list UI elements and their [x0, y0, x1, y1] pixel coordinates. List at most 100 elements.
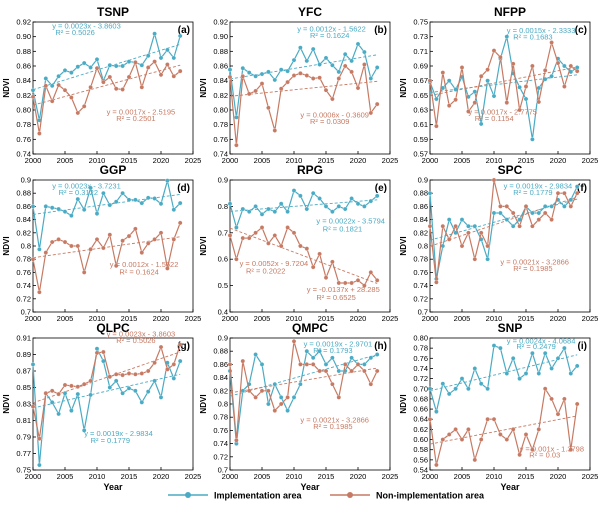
- panel-tsnp-point-implementation: [56, 74, 61, 79]
- panel-tsnp-point-implementation: [165, 47, 170, 53]
- panel-spc-point-non-implementation: [491, 177, 497, 183]
- panel-nfpp-point-non-implementation: [510, 61, 516, 67]
- panel-qlpc-annotation: R² = 0.5026: [116, 336, 155, 345]
- panel-qmpc-ytick-label: 0.82: [213, 386, 228, 395]
- panel-qmpc-point-non-implementation: [349, 368, 354, 374]
- panel-rpg-trendline-non-implementation: [229, 227, 378, 284]
- panel-qmpc-annotation: y = 0.0021x - 3.2866: [300, 415, 369, 424]
- panel-qmpc-point-non-implementation: [330, 381, 335, 387]
- panel-qmpc-annotation: R² = 0.1793: [313, 346, 352, 355]
- panel-yfc-point-non-implementation: [234, 142, 239, 148]
- panel-yfc-xtick-label: 2025: [382, 156, 399, 165]
- panel-yfc-point-non-implementation: [374, 101, 380, 107]
- panel-qmpc-series-line-implementation: [229, 349, 378, 444]
- panel-qlpc-ytick-label: 0.85: [16, 383, 31, 392]
- panel-spc-ytick-label: 0.84: [413, 215, 428, 224]
- panel-yfc-ytick-label: 0.76: [213, 135, 228, 144]
- panel-ggp-annotation: y = 0.0023x - 3.7231: [52, 182, 121, 191]
- panel-rpg-y-axis-title: NDVI: [199, 236, 208, 255]
- panel-rpg-ytick-label: 0.8: [218, 202, 228, 211]
- panel-ggp-title: GGP: [100, 163, 127, 177]
- panel-ggp-annotation: R² = 0.3122: [59, 188, 98, 197]
- panel-spc-point-non-implementation: [459, 243, 465, 249]
- panel-ggp-series-line-non-implementation: [32, 222, 181, 293]
- panel-qmpc-point-non-implementation: [317, 368, 322, 374]
- panel-snp-point-non-implementation: [434, 462, 439, 468]
- panel-nfpp-y-axis-title: NDVI: [399, 78, 408, 97]
- panel-yfc-point-non-implementation: [246, 91, 252, 97]
- panel-rpg-annotation: R² = 0.1821: [323, 224, 362, 233]
- panel-rpg-point-implementation: [362, 204, 367, 209]
- panel-rpg-ytick-label: 0.6: [218, 255, 228, 264]
- panel-rpg-point-non-implementation: [259, 225, 265, 230]
- panel-ggp-point-implementation: [49, 205, 55, 210]
- panel-qmpc-point-non-implementation: [374, 368, 380, 374]
- panel-nfpp-point-implementation: [478, 121, 484, 127]
- panel-qmpc-point-non-implementation: [278, 401, 284, 407]
- panel-qmpc-point-non-implementation: [272, 408, 278, 413]
- panel-ggp-point-non-implementation: [165, 266, 170, 271]
- panel-qlpc-point-implementation: [75, 391, 81, 397]
- panel-yfc-point-implementation: [291, 57, 297, 63]
- panel-snp-point-non-implementation: [510, 427, 516, 432]
- panel-nfpp-annotation: y = 0.0017x - 2.7775: [468, 107, 537, 116]
- panel-spc-point-non-implementation: [517, 223, 522, 229]
- panel-ggp-point-implementation: [88, 185, 93, 191]
- panel-qlpc-y-axis-title: NDVI: [2, 394, 11, 413]
- panel-qmpc-point-implementation: [323, 362, 329, 367]
- panel-ggp-ytick-label: 0.78: [16, 255, 31, 264]
- panel-spc-annotation: y = 0.0019x - 2.9834: [504, 182, 573, 191]
- panel-ggp-trendline-implementation: [32, 193, 181, 215]
- panel-rpg-point-implementation: [330, 209, 335, 214]
- panel-tsnp-point-non-implementation: [69, 95, 74, 100]
- panel-snp-point-implementation: [491, 343, 497, 348]
- panel-snp-point-implementation: [459, 376, 465, 381]
- panel-ggp-point-implementation: [177, 200, 183, 206]
- panel-tsnp-ytick-label: 0.86: [16, 62, 31, 71]
- panel-rpg-xtick-label: 2020: [350, 314, 367, 323]
- panel-rpg-point-implementation: [246, 209, 252, 214]
- panel-yfc-ytick-label: 0.80: [213, 106, 228, 115]
- panel-yfc-xtick-label: 2010: [286, 156, 303, 165]
- panel-spc-ytick-label: 0.82: [413, 228, 428, 237]
- panel-spc-point-implementation: [485, 256, 490, 262]
- panel-snp-point-implementation: [523, 371, 529, 376]
- panel-spc-point-non-implementation: [434, 280, 439, 285]
- panel-snp-point-non-implementation: [530, 447, 535, 452]
- panel-snp-point-implementation: [434, 409, 439, 414]
- panel-rpg-point-non-implementation: [362, 283, 367, 288]
- panel-yfc-trendline-implementation: [229, 54, 378, 80]
- panel-spc-ytick-label: 0.7: [418, 308, 428, 317]
- panel-snp-x-axis-title: Year: [500, 482, 520, 492]
- panel-spc-point-implementation: [510, 223, 516, 229]
- panel-ggp-ytick-label: 0.76: [16, 268, 31, 277]
- panel-snp-point-non-implementation: [574, 401, 580, 407]
- panel-tsnp-annotation: y = 0.0023x - 3.8603: [52, 22, 121, 31]
- panel-ggp-xtick-label: 2010: [89, 314, 106, 323]
- panel-qlpc-point-non-implementation: [81, 381, 87, 387]
- panel-tsnp-ytick-label: 0.88: [16, 47, 31, 56]
- panel-yfc-point-non-implementation: [342, 63, 348, 69]
- panel-qmpc-xtick-label: 2005: [254, 472, 271, 481]
- panel-ggp-point-non-implementation: [152, 237, 157, 242]
- panel-nfpp-xtick-label: 2020: [550, 156, 567, 165]
- panel-ggp-xtick-label: 2005: [57, 314, 74, 323]
- panel-qmpc-xtick-label: 2020: [350, 472, 367, 481]
- panel-qmpc-ytick-label: 0.72: [213, 452, 228, 461]
- panel-qlpc-point-implementation: [177, 358, 183, 364]
- panel-snp-ytick-label: 0.76: [413, 354, 428, 363]
- panel-qmpc-ytick-label: 0.84: [213, 373, 228, 382]
- panel-snp-point-implementation: [472, 366, 478, 371]
- panel-snp-series-line-implementation: [429, 344, 578, 412]
- panel-yfc-point-implementation: [240, 65, 246, 71]
- panel-tsnp-point-non-implementation: [62, 87, 68, 93]
- legend-marker-implementation: [185, 492, 191, 498]
- panel-snp-point-implementation: [555, 356, 561, 361]
- panel-ggp-point-implementation: [126, 197, 132, 203]
- panel-snp-point-implementation: [440, 381, 446, 386]
- panel-nfpp-point-non-implementation: [427, 78, 433, 83]
- panel-tsnp-point-implementation: [145, 53, 151, 58]
- panel-qmpc-point-non-implementation: [298, 362, 303, 367]
- panel-ggp-point-implementation: [37, 247, 42, 252]
- panel-snp-ytick-label: 0.58: [413, 445, 428, 454]
